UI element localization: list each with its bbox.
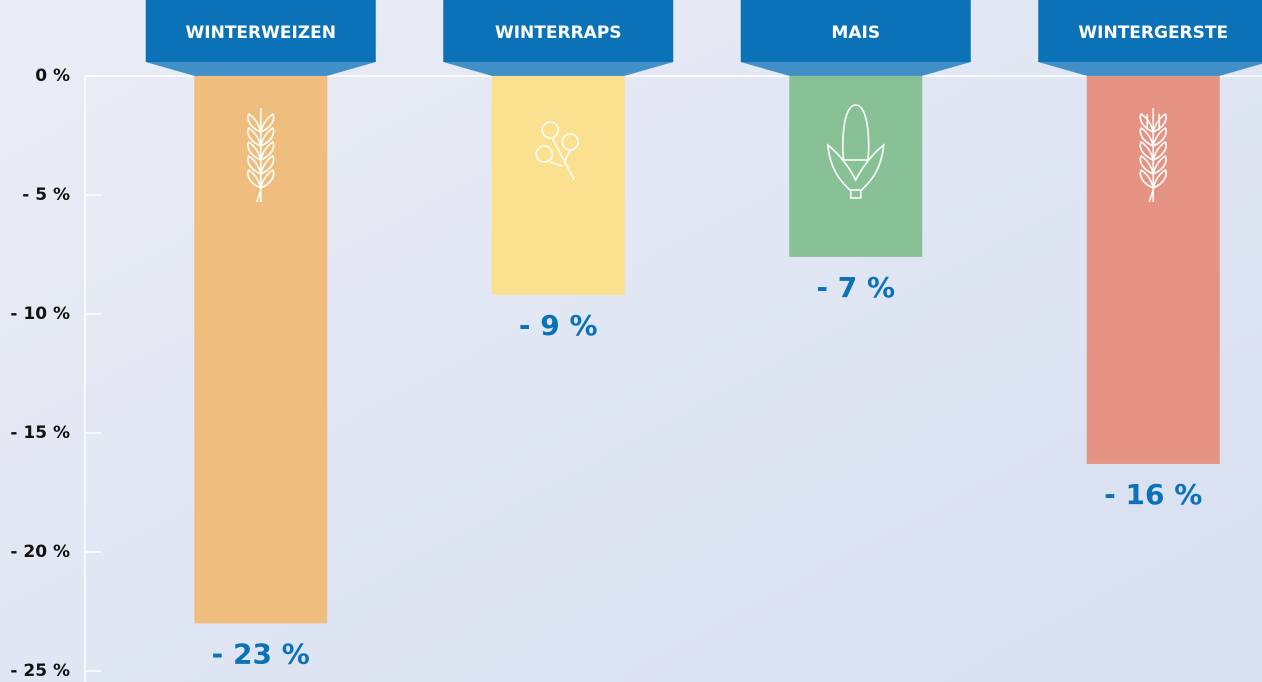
x-tick-label: MAIS	[831, 23, 880, 43]
crop-icon	[247, 108, 275, 203]
header-connector	[443, 62, 674, 76]
value-label: - 23 %	[212, 637, 310, 670]
grain	[1139, 154, 1167, 175]
bar	[789, 76, 923, 257]
value-label: - 9 %	[519, 309, 598, 342]
header	[740, 0, 971, 62]
grain	[1139, 168, 1167, 189]
value-label: - 16 %	[1104, 478, 1202, 511]
header-connector	[740, 62, 971, 76]
header	[443, 0, 674, 62]
husk	[826, 143, 885, 199]
y-tick-label: - 20 %	[10, 542, 70, 562]
grain	[247, 126, 275, 147]
y-tick-label: 0 %	[35, 66, 70, 86]
cob	[842, 104, 870, 161]
grain	[247, 168, 275, 189]
header-connector	[1038, 62, 1262, 76]
crop-icon	[1139, 108, 1167, 203]
header	[1038, 0, 1262, 62]
y-tick-label: - 10 %	[10, 304, 70, 324]
grain	[247, 112, 275, 133]
flower	[535, 145, 554, 163]
x-tick-label: WINTERRAPS	[495, 23, 622, 43]
grain	[247, 140, 275, 161]
grain	[1139, 112, 1167, 133]
header	[145, 0, 376, 62]
stem	[549, 137, 575, 181]
header-connector	[145, 62, 376, 76]
awns	[1146, 114, 1161, 130]
crop-icon	[535, 121, 580, 181]
grain	[1139, 126, 1167, 147]
value-label: - 7 %	[816, 271, 895, 304]
flower	[541, 121, 560, 139]
grain	[247, 154, 275, 175]
grain	[1139, 140, 1167, 161]
x-tick-label: WINTERGERSTE	[1078, 23, 1228, 43]
bar	[491, 76, 625, 295]
crop-icon	[826, 104, 885, 199]
x-tick-label: WINTERWEIZEN	[186, 23, 336, 43]
y-tick-label: - 5 %	[22, 185, 70, 205]
y-tick-label: - 25 %	[10, 661, 70, 681]
y-tick-label: - 15 %	[10, 423, 70, 443]
